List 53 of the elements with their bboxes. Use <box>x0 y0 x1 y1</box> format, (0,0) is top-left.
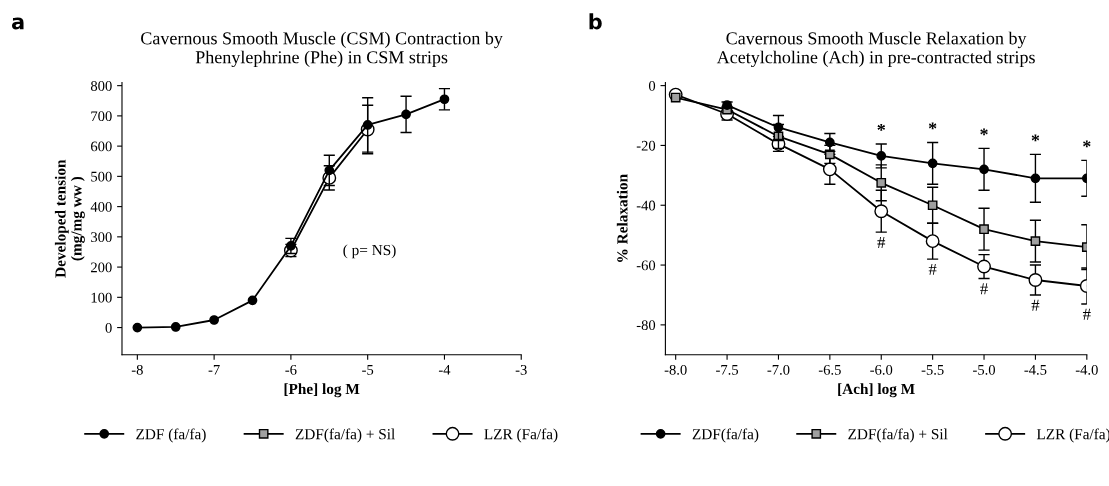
text: b <box>589 13 602 30</box>
x-tick-label: -7.0 <box>767 364 790 375</box>
x-tick-label: -5 <box>362 365 374 375</box>
x-tick-label: -3 <box>515 364 527 375</box>
x-tick-label: -8 <box>131 364 143 375</box>
x-tick-label: -5.0 <box>973 364 996 375</box>
chart-title: Cavernous Smooth Muscle Relaxation by Acetylcholine (Ach) in pre-contracted strips <box>716 31 1035 68</box>
legend-label: ZDF (fa/fa) <box>136 428 206 443</box>
y-tick-label: 500 <box>91 171 112 182</box>
annotation: # <box>928 263 937 275</box>
y-tick-label: 0 <box>648 80 656 91</box>
annotation: # <box>1031 299 1040 311</box>
annotation: * <box>928 122 937 130</box>
annotation: ( p= NS) <box>343 244 396 259</box>
annotation: * <box>1031 134 1040 142</box>
x-tick-label: -7 <box>208 365 220 375</box>
x-tick-label: -7.5 <box>716 365 739 375</box>
y-tick-label: 700 <box>91 111 112 122</box>
legend-label: ZDF(fa/fa) + Sil <box>295 428 395 443</box>
y-tick-label: 100 <box>91 292 112 303</box>
x-tick-label: -4.5 <box>1024 365 1047 375</box>
legend-label: ZDF(fa/fa) + Sil <box>848 428 948 443</box>
x-tick-label: -6 <box>285 364 297 375</box>
y-tick-label: 0 <box>105 322 112 333</box>
x-axis-title: [Ach] log M <box>838 383 915 398</box>
legend-label: ZDF(fa/fa) <box>692 428 759 443</box>
y-axis-title: % Relaxation <box>616 174 628 262</box>
x-tick-label: -6.5 <box>818 364 841 375</box>
legend-label: LZR (Fa/fa) <box>484 428 558 443</box>
x-tick-label: -8.0 <box>664 364 687 375</box>
y-tick-label: 600 <box>91 141 112 152</box>
y-tick-label: 400 <box>90 201 112 212</box>
y-axis-title: Developed tension (mg/mg ww ) <box>54 159 85 278</box>
y-tick-label: -20 <box>636 140 656 151</box>
y-tick-label: -40 <box>636 200 656 211</box>
annotation: # <box>1082 308 1091 320</box>
y-tick-label: 200 <box>91 262 112 273</box>
y-tick-label: 300 <box>91 232 112 243</box>
annotation: * <box>1083 140 1091 148</box>
annotation: # <box>877 236 886 248</box>
x-axis-title: [Phe] log M <box>284 383 360 398</box>
x-tick-label: -4 <box>438 365 451 375</box>
x-tick-label: -6.0 <box>870 364 893 375</box>
annotation: * <box>877 124 886 131</box>
annotation: * <box>980 128 988 136</box>
annotation: # <box>980 283 988 295</box>
y-tick-label: 800 <box>90 81 112 91</box>
y-tick-label: -60 <box>636 260 656 271</box>
x-tick-label: -4.0 <box>1075 364 1098 375</box>
y-tick-label: -80 <box>636 320 656 331</box>
chart-title: Cavernous Smooth Muscle (CSM) Contraction by Phenylephrine (Phe) in CSM strips <box>141 31 503 68</box>
text: a <box>11 17 24 30</box>
x-tick-label: -5.5 <box>921 365 944 375</box>
